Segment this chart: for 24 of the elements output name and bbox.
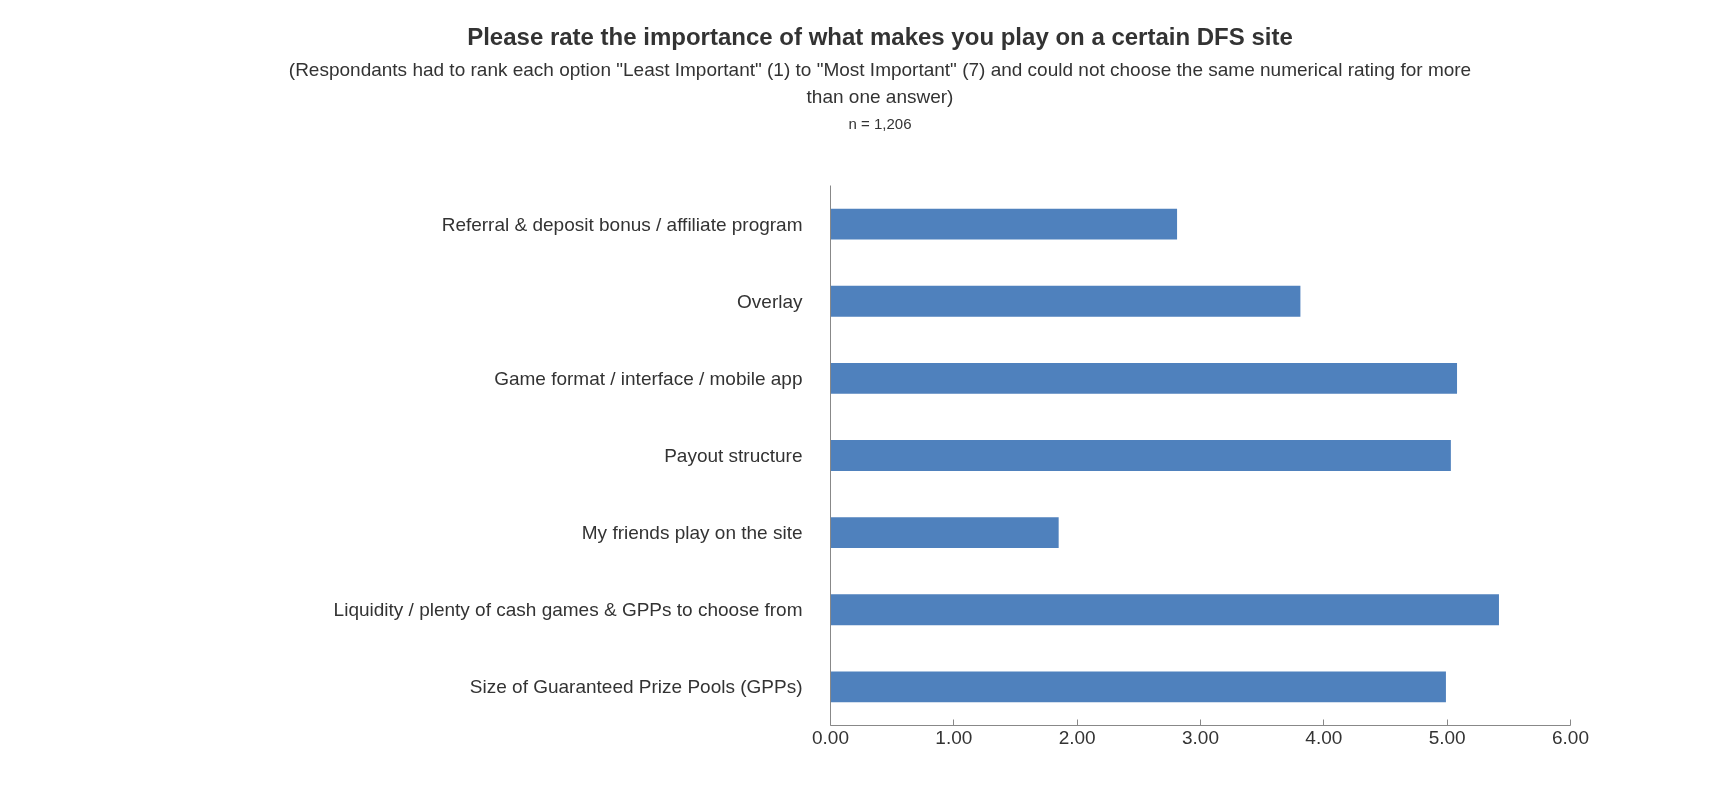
x-tick-label: 4.00 xyxy=(1305,726,1343,748)
text: n = 1,206 xyxy=(847,113,913,134)
y-tick-label: Referral & deposit bonus / affiliate program xyxy=(441,213,803,235)
y-tick-label: Game format / interface / mobile app xyxy=(494,367,803,389)
chart-subtitle: (Respondants had to rank each option "Least Important" (1) to "Most Important" (7) and could not choose the same numerical rating for more than one answer) xyxy=(287,58,1473,110)
bar xyxy=(830,517,1059,549)
y-tick-label: Liquidity / plenty of cash games & GPPs to choose from xyxy=(333,599,803,621)
bar xyxy=(830,208,1178,240)
bar xyxy=(830,362,1458,394)
x-tick-label: 5.00 xyxy=(1428,726,1466,748)
x-tick-label: 3.00 xyxy=(1182,726,1219,748)
bar xyxy=(830,440,1451,471)
x-tick-label: 6.00 xyxy=(1552,726,1589,748)
x-tick-label: 1.00 xyxy=(935,726,973,748)
y-tick-label: Overlay xyxy=(737,290,803,312)
x-tick-label: 0.00 xyxy=(812,726,849,748)
chart-title: Please rate the importance of what makes you play on a certain DFS site xyxy=(466,22,1294,52)
bar xyxy=(830,285,1301,317)
bar xyxy=(830,671,1446,703)
bar xyxy=(830,594,1499,626)
x-tick-label: 2.00 xyxy=(1058,726,1096,748)
y-tick-label: My friends play on the site xyxy=(581,522,803,544)
y-tick-label: Payout structure xyxy=(664,445,803,466)
y-tick-label: Size of Guaranteed Prize Pools (GPPs) xyxy=(469,676,803,698)
